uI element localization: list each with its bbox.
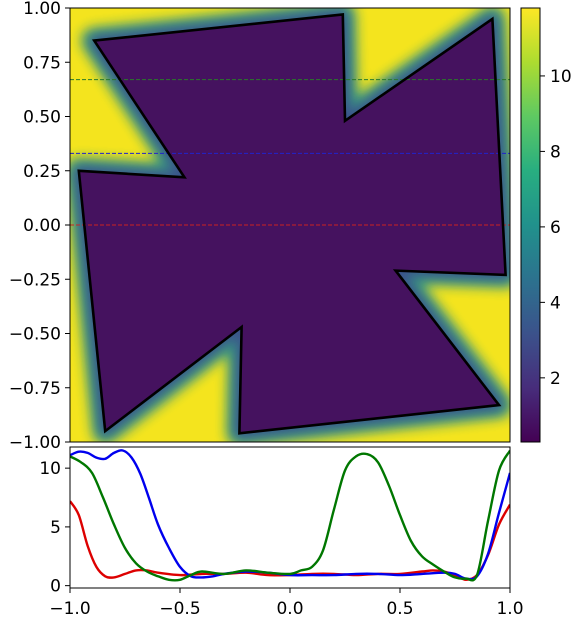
heatmap-y-tick-label: −0.25 bbox=[9, 270, 61, 290]
heatmap-y-tick-label: 0.50 bbox=[23, 108, 61, 128]
heatmap-y-tick-label: −1.00 bbox=[9, 433, 61, 453]
reference-lines bbox=[70, 79, 510, 226]
heatmap-y-tick-label: 0.75 bbox=[23, 53, 61, 73]
region-outline bbox=[77, 13, 507, 435]
heatmap-y-tick-label: 0.00 bbox=[23, 216, 61, 236]
colorbar: 2 4 6 8 10 bbox=[520, 7, 572, 443]
heatmap-y-axis: 1.00 0.75 0.50 0.25 0.00 −0.25 −0.50 −0.75 −1.00 bbox=[9, 0, 70, 453]
colorbar-tick-label: 2 bbox=[550, 369, 561, 389]
line-y-tick-label: 0 bbox=[50, 577, 61, 597]
heatmap-y-tick-label: 1.00 bbox=[23, 0, 61, 19]
line-x-tick-label: 1.0 bbox=[496, 599, 523, 619]
colorbar-tick-label: 10 bbox=[550, 67, 572, 87]
line-series-2 bbox=[70, 449, 510, 582]
line-x-tick-label: 0.5 bbox=[386, 599, 413, 619]
colorbar-tick-label: 6 bbox=[550, 218, 561, 238]
heatmap-y-tick-label: 0.25 bbox=[23, 162, 61, 182]
line-x-tick-label: 0.0 bbox=[276, 599, 303, 619]
line-y-tick-label: 10 bbox=[39, 459, 61, 479]
line-plot-panel: 0 5 10 −1.0 −0.5 0.0 0.5 1.0 bbox=[39, 446, 524, 619]
line-x-tick-label: −0.5 bbox=[159, 599, 200, 619]
line-plot-x-axis: −1.0 −0.5 0.0 0.5 1.0 bbox=[49, 588, 524, 619]
line-x-tick-label: −1.0 bbox=[49, 599, 90, 619]
line-plot-y-axis: 0 5 10 bbox=[39, 459, 70, 597]
line-y-tick-label: 5 bbox=[50, 518, 61, 538]
colorbar-tick-label: 4 bbox=[550, 293, 561, 313]
field-core bbox=[78, 14, 506, 434]
colorbar-gradient bbox=[521, 8, 540, 442]
heatmap-y-tick-label: −0.75 bbox=[9, 379, 61, 399]
line-series bbox=[70, 449, 510, 582]
heatmap-y-tick-label: −0.50 bbox=[9, 325, 61, 345]
colorbar-frame bbox=[520, 7, 541, 443]
heatmap-panel: 1.00 0.75 0.50 0.25 0.00 −0.25 −0.50 −0.75 −1.00 bbox=[9, 0, 511, 453]
heatmap-field bbox=[70, 8, 510, 442]
colorbar-axis: 2 4 6 8 10 bbox=[540, 67, 572, 389]
colorbar-tick-label: 8 bbox=[550, 142, 561, 162]
line-plot-background bbox=[70, 447, 510, 588]
